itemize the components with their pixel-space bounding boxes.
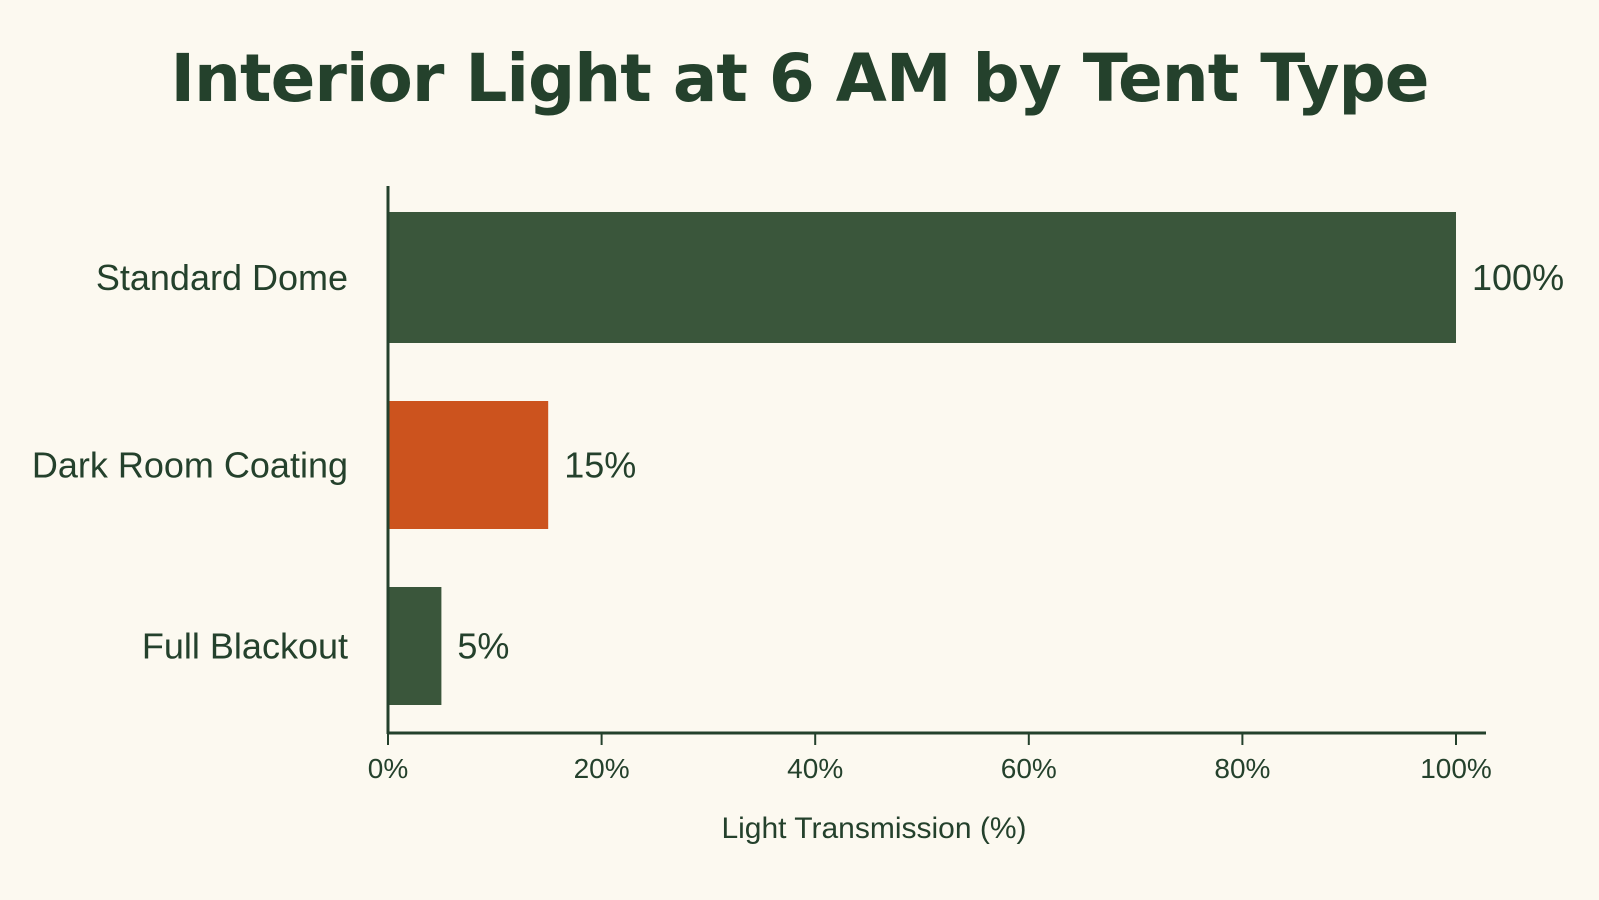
bar-dark-room-coating bbox=[388, 401, 549, 529]
value-labels: 100% 15% 5% bbox=[457, 257, 1564, 667]
bars-layer bbox=[388, 212, 1456, 705]
value-label-dark-room-coating: 15% bbox=[564, 445, 636, 486]
x-tick-label: 0% bbox=[368, 753, 408, 784]
chart-title: Interior Light at 6 AM by Tent Type bbox=[170, 40, 1429, 117]
value-label-standard-dome: 100% bbox=[1472, 257, 1564, 298]
category-labels: Standard Dome Dark Room Coating Full Black… bbox=[32, 257, 348, 667]
x-tick-label: 40% bbox=[787, 753, 843, 784]
bar-standard-dome bbox=[388, 212, 1456, 343]
x-axis-title: Light Transmission (%) bbox=[721, 812, 1026, 845]
category-label-dark-room-coating: Dark Room Coating bbox=[32, 445, 348, 486]
bar-full-blackout bbox=[388, 587, 442, 705]
category-label-full-blackout: Full Blackout bbox=[142, 626, 348, 667]
x-tick-label: 60% bbox=[1001, 753, 1057, 784]
x-tick-label: 20% bbox=[574, 753, 630, 784]
value-label-full-blackout: 5% bbox=[457, 626, 509, 667]
x-tick-label: 100% bbox=[1420, 753, 1492, 784]
x-axis-ticks: 0% 20% 40% 60% 80% 100% bbox=[368, 733, 1492, 784]
x-tick-label: 80% bbox=[1214, 753, 1270, 784]
category-label-standard-dome: Standard Dome bbox=[96, 257, 348, 298]
